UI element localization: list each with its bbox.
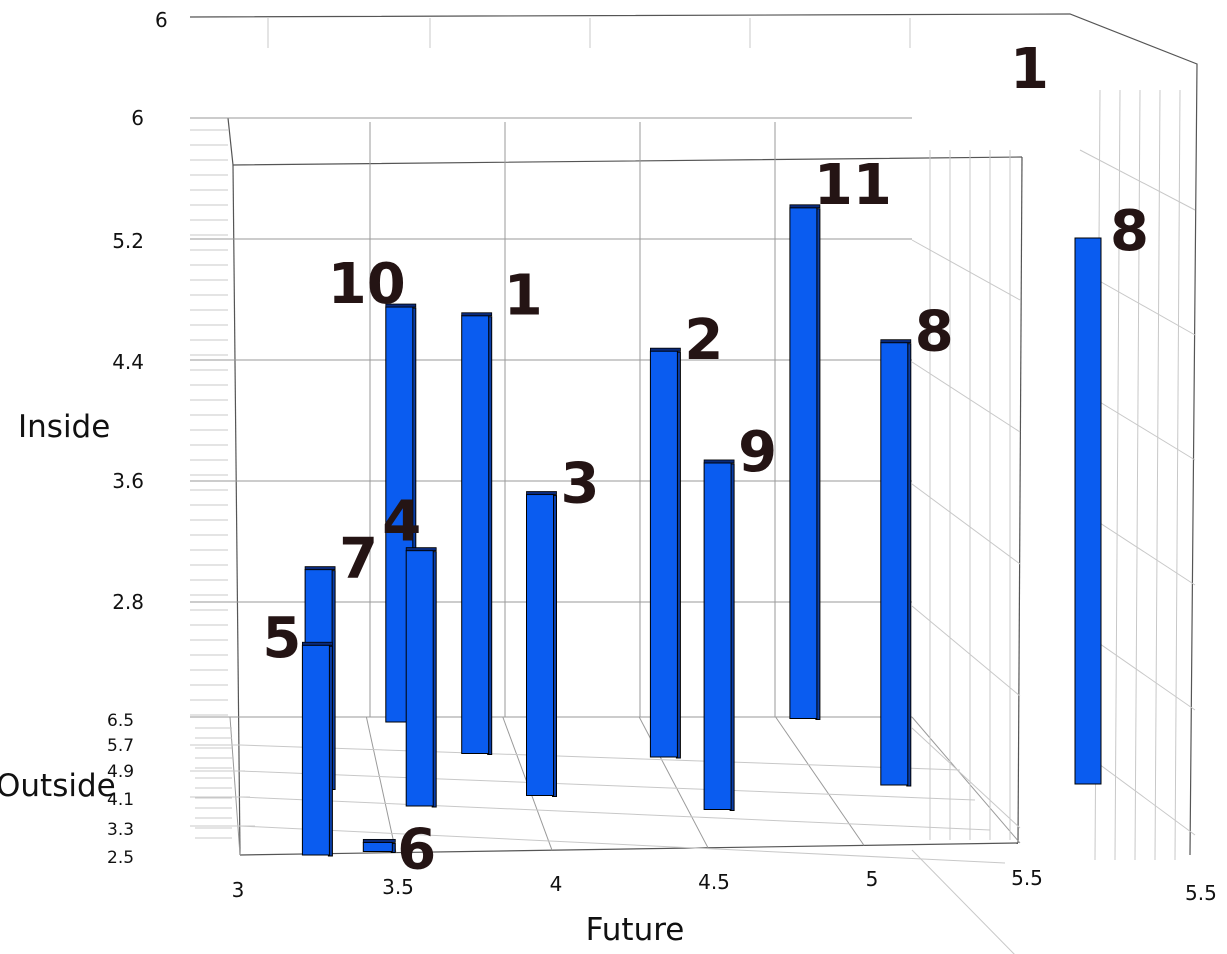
x-tick-label: 5: [866, 867, 879, 891]
y-axis-ticks: 2.8 3.6 4.4 5.2 6: [112, 106, 144, 614]
bar: 8: [880, 300, 954, 787]
z-axis-ticks: 2.5 3.3 4.1 4.9 5.7 6.5: [107, 711, 134, 868]
bar: 11: [789, 153, 892, 720]
bar-label: 1: [504, 264, 543, 329]
z-tick-label: 5.7: [107, 736, 134, 756]
y-axis-title: Inside: [18, 409, 110, 445]
bar-front: [703, 462, 732, 810]
x-tick-label: 4: [550, 872, 563, 896]
grid-line: [911, 716, 1021, 844]
bar-label: 8: [915, 300, 954, 365]
bar-front: [526, 494, 554, 796]
bar: 6: [362, 817, 436, 882]
bar-label: 7: [339, 527, 378, 592]
bar-label: 10: [328, 252, 406, 317]
bar: 2: [649, 308, 723, 759]
ghost-bar-label: 1: [1010, 37, 1049, 102]
y-tick-label: 6: [131, 106, 144, 130]
y-tick-label: 5.2: [112, 229, 144, 253]
grid-line: [911, 361, 1021, 433]
bar-top: [789, 204, 821, 209]
x-tick-label: 3.5: [382, 875, 414, 899]
y-tick-label: 4.4: [112, 350, 144, 374]
z-tick-label: 2.5: [107, 848, 134, 868]
x-tick-label: 5.5: [1011, 866, 1043, 890]
grid-line: [911, 727, 1021, 829]
plot-box: [227, 117, 1023, 856]
bar-front: [405, 550, 434, 807]
bars: 11 10 1 2 8 7 3 4 9 6 5: [262, 153, 953, 883]
bar: 5: [262, 606, 333, 857]
bar-top: [880, 339, 912, 344]
z-axis-title: Outside: [0, 768, 116, 804]
bar-label: 11: [814, 153, 892, 218]
bar-front: [461, 315, 490, 754]
bar-label: 3: [561, 452, 600, 517]
bar-front: [789, 207, 818, 719]
bar-label: 2: [684, 308, 723, 373]
bar-front: [649, 350, 678, 758]
grid-line: [239, 796, 991, 831]
ghost-y-tick: 6: [155, 8, 168, 32]
bar-front: [880, 342, 909, 786]
bar-label: 6: [397, 817, 436, 882]
z-tick-label: 3.3: [107, 820, 134, 840]
grid-line: [365, 716, 397, 853]
bar-top: [650, 347, 681, 352]
grid-line: [911, 239, 1021, 301]
bar-label: 9: [738, 420, 777, 485]
bar-front: [362, 841, 393, 853]
grid-back-wall: [190, 117, 912, 717]
bar: 9: [703, 420, 777, 811]
bar: 3: [526, 452, 600, 797]
bar-top: [405, 547, 437, 552]
ghost-grid-line: [1174, 89, 1181, 861]
bar: 10: [328, 252, 417, 724]
bar-top: [304, 566, 336, 571]
y-tick-label: 3.6: [112, 469, 144, 493]
bar: 4: [382, 490, 437, 808]
ghost-bar-label: 8: [1110, 199, 1149, 264]
grid-line: [229, 716, 241, 856]
z-tick-label: 4.1: [107, 790, 134, 810]
bar-top: [526, 491, 557, 495]
ghost-x-tick: 5.5: [1185, 881, 1217, 905]
bar: 1: [461, 264, 543, 755]
bar-top: [301, 641, 333, 646]
grid-line: [775, 716, 865, 846]
bar-label: 5: [262, 606, 301, 671]
bar-top: [362, 838, 396, 843]
bar-label: 4: [382, 490, 421, 555]
grid-line: [911, 605, 1021, 697]
grid-line: [239, 770, 976, 801]
grid-right-wall: [911, 150, 1021, 954]
bar-top: [385, 303, 417, 308]
x-tick-label: 4.5: [698, 870, 730, 894]
y-tick-label: 2.8: [112, 590, 144, 614]
ghost-chart-layer: 8 1 6 5.5: [155, 8, 1217, 905]
bar-top: [461, 312, 493, 317]
grid-line: [911, 483, 1021, 565]
bar-front: [301, 644, 330, 856]
x-tick-label: 3: [232, 878, 245, 902]
ghost-grid-line: [1154, 89, 1161, 861]
ghost-grid-line: [1134, 89, 1141, 861]
ghost-bar: [1074, 237, 1102, 785]
grid-line: [239, 825, 1006, 864]
bar-top: [703, 459, 735, 464]
x-axis-title: Future: [586, 912, 685, 948]
z-tick-label: 6.5: [107, 711, 134, 731]
z-tick-label: 4.9: [107, 762, 134, 782]
x-axis-ticks: 3 3.5 4 4.5 5 5.5: [232, 866, 1043, 902]
grid-line: [239, 744, 961, 771]
ghost-grid-line: [1114, 89, 1121, 861]
grid-line: [911, 849, 1015, 954]
